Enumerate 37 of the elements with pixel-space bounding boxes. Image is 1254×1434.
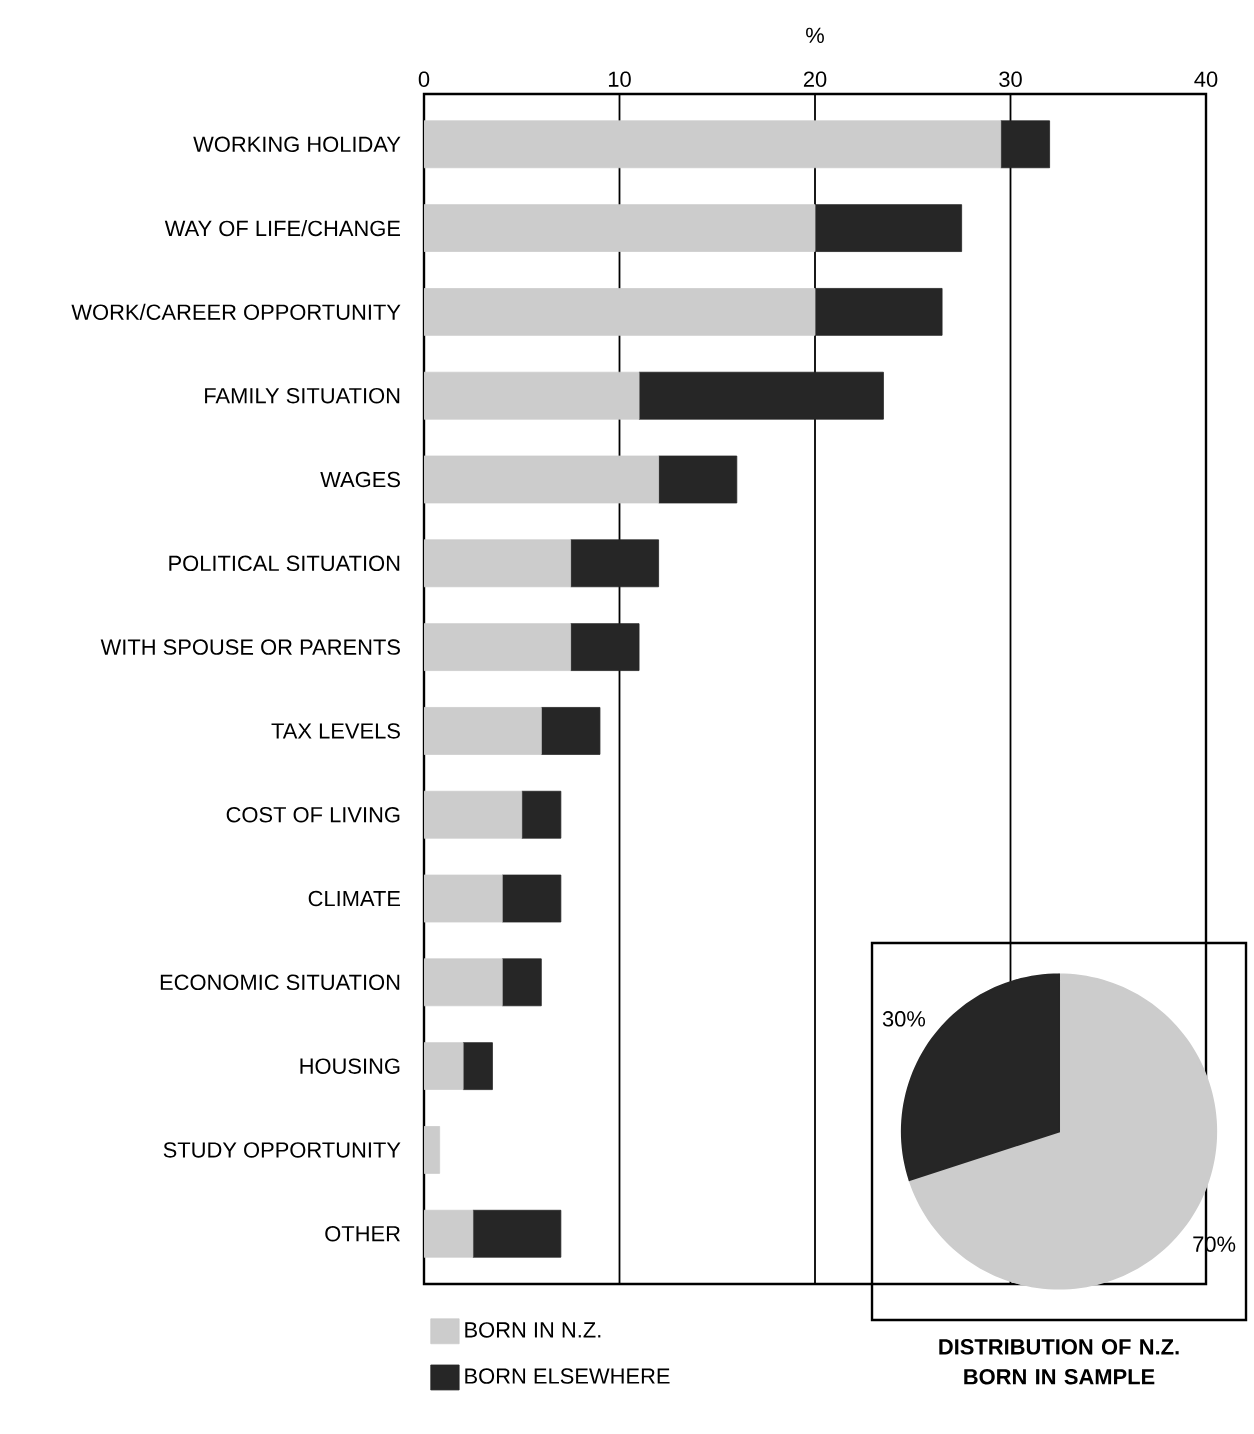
text: DISTRIBUTION OF N.Z. BORN IN SAMPLE	[939, 1339, 1179, 1385]
bar	[570, 623, 640, 671]
x-tick-label: 0	[418, 71, 430, 87]
x-tick-label: 40	[1194, 71, 1218, 87]
y-tick-label: WORKING HOLIDAY	[193, 136, 401, 153]
y-tick-label: WAGES	[320, 471, 400, 488]
bar	[540, 707, 601, 755]
bar	[472, 1209, 562, 1258]
y-tick-label: WITH SPOUSE OR PARENTS	[100, 639, 400, 655]
bar	[501, 874, 562, 923]
x-tick-label: 30	[999, 71, 1022, 87]
x-tick-label: 20	[803, 71, 827, 87]
bar	[521, 790, 562, 839]
y-tick-label: ECONOMIC SITUATION	[160, 974, 400, 991]
bar	[658, 455, 738, 504]
legend-label: BORN ELSEWHERE	[465, 1368, 670, 1384]
x-tick-label: 10	[608, 71, 631, 87]
x-axis-title: %	[806, 27, 824, 43]
y-tick-label: FAMILY SITUATION	[205, 387, 400, 404]
bar	[1000, 120, 1050, 169]
bar	[814, 288, 943, 336]
y-tick-label: COST OF LIVING	[226, 806, 400, 823]
y-tick-label: WAY OF LIFE/CHANGE	[164, 220, 400, 237]
y-tick-label: STUDY OPPORTUNITY	[163, 1142, 401, 1158]
y-tick-label: OTHER	[325, 1226, 400, 1242]
bar	[501, 958, 542, 1007]
y-tick-label: POLITICAL SITUATION	[169, 555, 400, 572]
y-tick-label: WORK/CAREER OPPORTUNITY	[71, 303, 401, 320]
bar	[814, 204, 963, 252]
bar	[462, 1042, 493, 1090]
bar	[570, 539, 659, 588]
y-tick-label: CLIMATE	[308, 890, 400, 907]
y-tick-label: HOUSING	[300, 1058, 400, 1074]
data-label: 30%	[882, 1011, 926, 1027]
legend-label: BORN IN N.Z.	[465, 1322, 601, 1338]
bar	[638, 371, 884, 420]
y-tick-label: TAX LEVELS	[271, 723, 400, 739]
